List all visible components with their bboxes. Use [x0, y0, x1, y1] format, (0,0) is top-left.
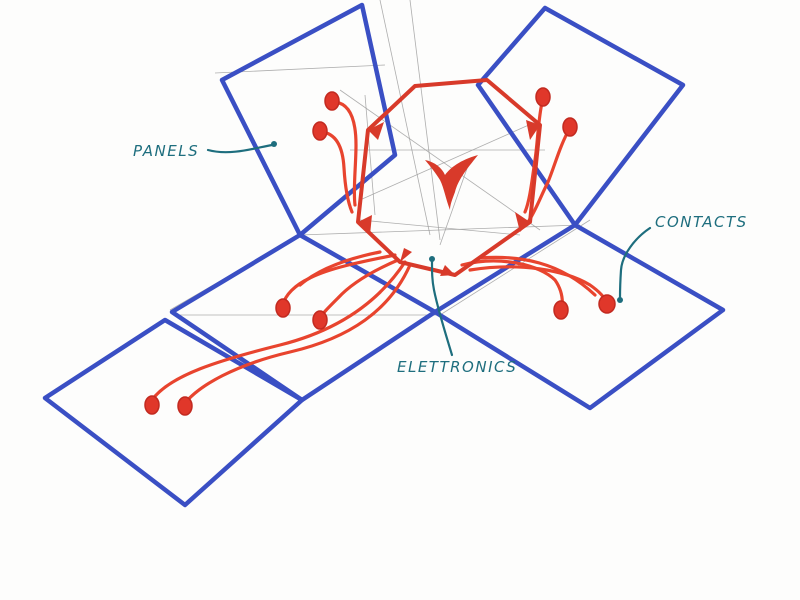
panel-top-left	[219, 2, 398, 238]
label-contacts-group: CONTACTS	[617, 213, 748, 303]
label-contacts: CONTACTS	[655, 213, 748, 231]
panel-top-right	[475, 5, 686, 228]
wire	[526, 126, 572, 224]
label-panels-group: PANELS	[133, 141, 277, 160]
contact	[535, 87, 551, 107]
wire	[333, 100, 358, 207]
label-panels: PANELS	[133, 142, 199, 160]
pencil-construction-lines	[169, 0, 591, 316]
contact	[562, 117, 578, 137]
contact	[312, 310, 328, 330]
wire	[183, 263, 412, 405]
contact	[177, 396, 193, 416]
contact	[144, 395, 160, 415]
wire	[460, 259, 564, 310]
wire	[150, 260, 407, 402]
wire	[478, 255, 597, 297]
contact	[598, 294, 616, 314]
panels	[42, 2, 726, 508]
contact	[324, 91, 340, 111]
contact	[553, 300, 569, 320]
panel-far-left	[42, 317, 305, 508]
contacts	[144, 87, 616, 416]
label-electronics-group: ELETTRONICS	[397, 256, 517, 376]
wire	[468, 265, 609, 305]
label-electronics: ELETTRONICS	[397, 358, 517, 376]
panel-right	[432, 222, 726, 411]
electronics-cube	[356, 78, 542, 277]
contact	[275, 298, 291, 318]
contact	[312, 121, 328, 141]
wire	[320, 130, 354, 214]
wire	[298, 250, 382, 287]
